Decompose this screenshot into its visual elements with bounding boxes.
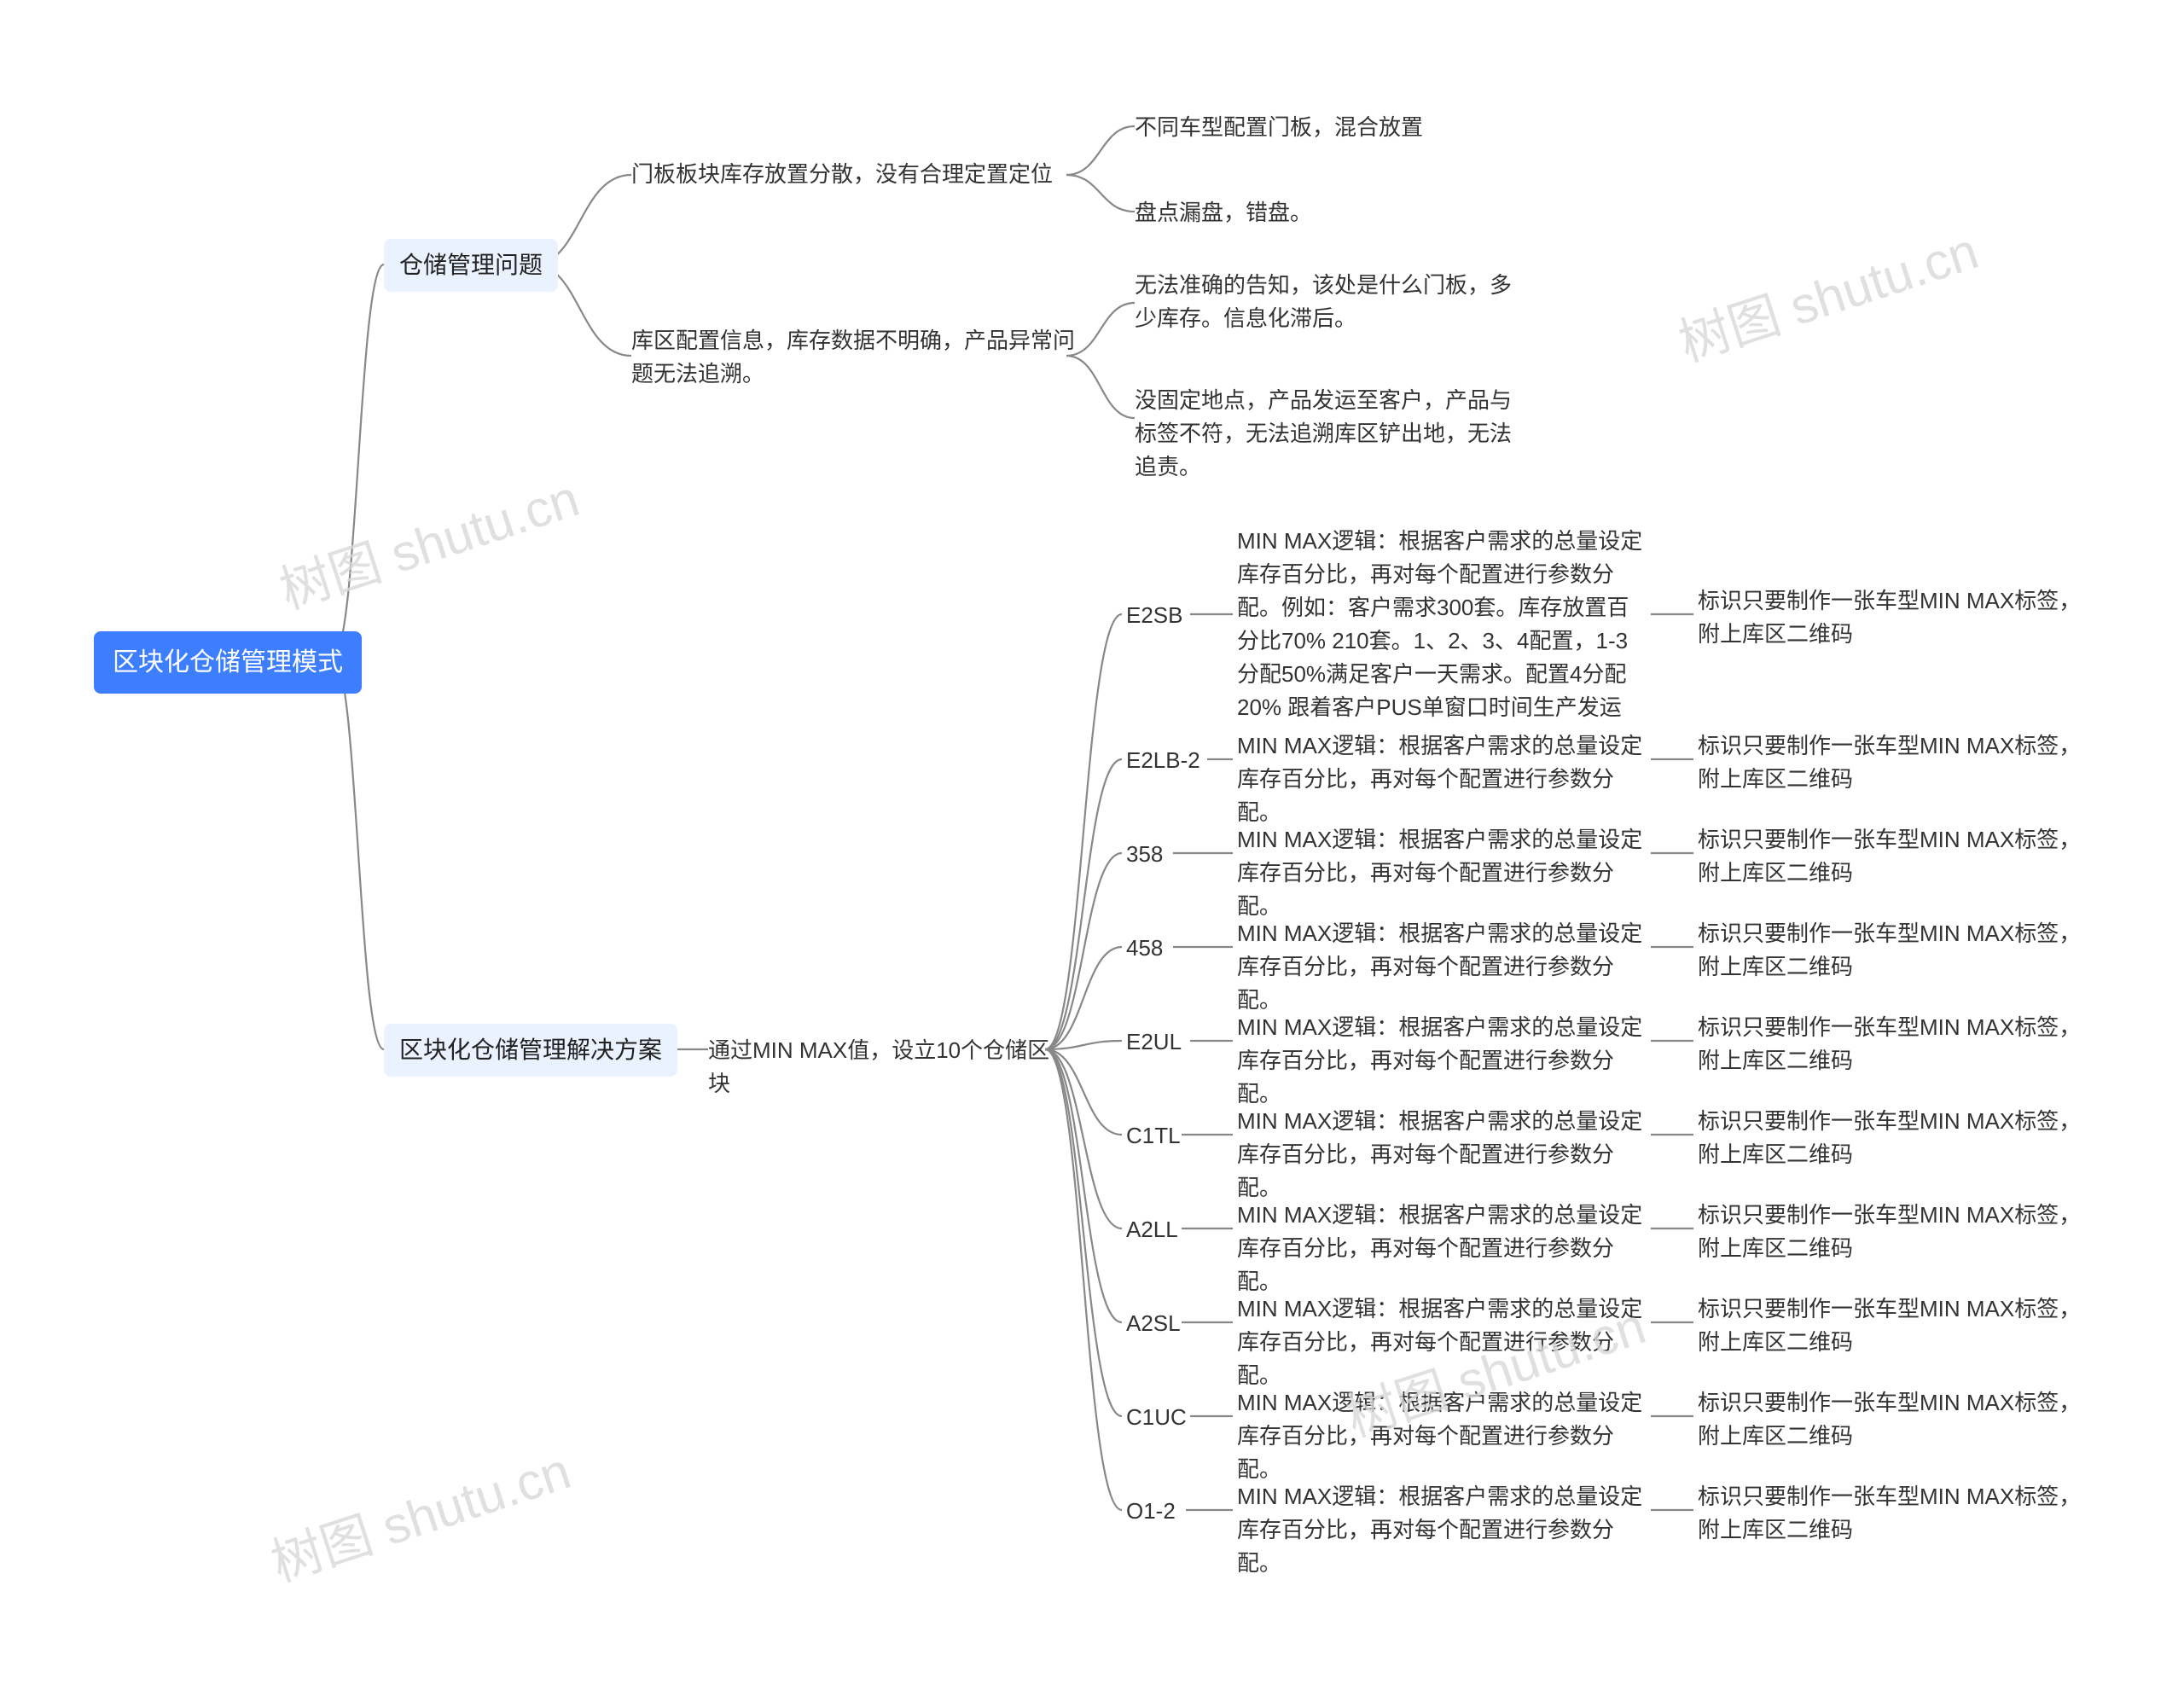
zone-code-8[interactable]: C1UC [1126, 1401, 1187, 1434]
zone-logic-1: MIN MAX逻辑：根据客户需求的总量设定库存百分比，再对每个配置进行参数分配。 [1237, 729, 1647, 829]
zone-tag-7: 标识只要制作一张车型MIN MAX标签，附上库区二维码 [1698, 1292, 2099, 1359]
root-node[interactable]: 区块化仓储管理模式 [94, 631, 362, 694]
zone-code-2[interactable]: 358 [1126, 838, 1163, 871]
problems-leaf-1-1: 没固定地点，产品发运至客户，产品与标签不符，无法追溯库区铲出地，无法追责。 [1135, 384, 1527, 484]
zone-code-0[interactable]: E2SB [1126, 599, 1183, 632]
zone-logic-6: MIN MAX逻辑：根据客户需求的总量设定库存百分比，再对每个配置进行参数分配。 [1237, 1199, 1647, 1298]
zone-logic-0: MIN MAX逻辑：根据客户需求的总量设定库存百分比，再对每个配置进行参数分配。… [1237, 525, 1647, 724]
watermark-3: 树图 shutu.cn [260, 1430, 578, 1596]
solution-sub[interactable]: 通过MIN MAX值，设立10个仓储区块 [708, 1034, 1066, 1101]
zone-code-5[interactable]: C1TL [1126, 1119, 1181, 1153]
zone-logic-3: MIN MAX逻辑：根据客户需求的总量设定库存百分比，再对每个配置进行参数分配。 [1237, 917, 1647, 1017]
zone-logic-4: MIN MAX逻辑：根据客户需求的总量设定库存百分比，再对每个配置进行参数分配。 [1237, 1011, 1647, 1111]
zone-code-3[interactable]: 458 [1126, 932, 1163, 965]
zone-tag-8: 标识只要制作一张车型MIN MAX标签，附上库区二维码 [1698, 1386, 2099, 1453]
problems-leaf-1-0: 无法准确的告知，该处是什么门板，多少库存。信息化滞后。 [1135, 269, 1527, 335]
zone-logic-9: MIN MAX逻辑：根据客户需求的总量设定库存百分比，再对每个配置进行参数分配。 [1237, 1480, 1647, 1580]
problems-leaf-0-1: 盘点漏盘，错盘。 [1135, 196, 1312, 229]
zone-tag-0: 标识只要制作一张车型MIN MAX标签，附上库区二维码 [1698, 584, 2099, 651]
zone-tag-4: 标识只要制作一张车型MIN MAX标签，附上库区二维码 [1698, 1011, 2099, 1077]
problems-leaf-0-0: 不同车型配置门板，混合放置 [1135, 111, 1423, 144]
zone-code-9[interactable]: O1-2 [1126, 1495, 1176, 1528]
zone-tag-5: 标识只要制作一张车型MIN MAX标签，附上库区二维码 [1698, 1105, 2099, 1171]
mindmap-canvas: 区块化仓储管理模式 仓储管理问题 区块化仓储管理解决方案 门板板块库存放置分散，… [0, 0, 2184, 1696]
zone-code-6[interactable]: A2LL [1126, 1213, 1178, 1246]
zone-tag-3: 标识只要制作一张车型MIN MAX标签，附上库区二维码 [1698, 917, 2099, 984]
zone-logic-5: MIN MAX逻辑：根据客户需求的总量设定库存百分比，再对每个配置进行参数分配。 [1237, 1105, 1647, 1205]
topic-solution[interactable]: 区块化仓储管理解决方案 [384, 1024, 677, 1077]
zone-tag-9: 标识只要制作一张车型MIN MAX标签，附上库区二维码 [1698, 1480, 2099, 1547]
zone-tag-2: 标识只要制作一张车型MIN MAX标签，附上库区二维码 [1698, 823, 2099, 890]
zone-logic-2: MIN MAX逻辑：根据客户需求的总量设定库存百分比，再对每个配置进行参数分配。 [1237, 823, 1647, 923]
problems-sub-1[interactable]: 库区配置信息，库存数据不明确，产品异常问题无法追溯。 [631, 324, 1075, 391]
watermark-1: 树图 shutu.cn [269, 457, 587, 624]
topic-problems[interactable]: 仓储管理问题 [384, 239, 558, 292]
zone-code-1[interactable]: E2LB-2 [1126, 744, 1200, 777]
zone-logic-7: MIN MAX逻辑：根据客户需求的总量设定库存百分比，再对每个配置进行参数分配。 [1237, 1292, 1647, 1392]
zone-tag-1: 标识只要制作一张车型MIN MAX标签，附上库区二维码 [1698, 729, 2099, 796]
problems-sub-0[interactable]: 门板板块库存放置分散，没有合理定置定位 [631, 158, 1053, 191]
zone-tag-6: 标识只要制作一张车型MIN MAX标签，附上库区二维码 [1698, 1199, 2099, 1265]
watermark-2: 树图 shutu.cn [1668, 210, 1986, 376]
zone-logic-8: MIN MAX逻辑：根据客户需求的总量设定库存百分比，再对每个配置进行参数分配。 [1237, 1386, 1647, 1486]
zone-code-7[interactable]: A2SL [1126, 1307, 1181, 1340]
zone-code-4[interactable]: E2UL [1126, 1025, 1182, 1059]
